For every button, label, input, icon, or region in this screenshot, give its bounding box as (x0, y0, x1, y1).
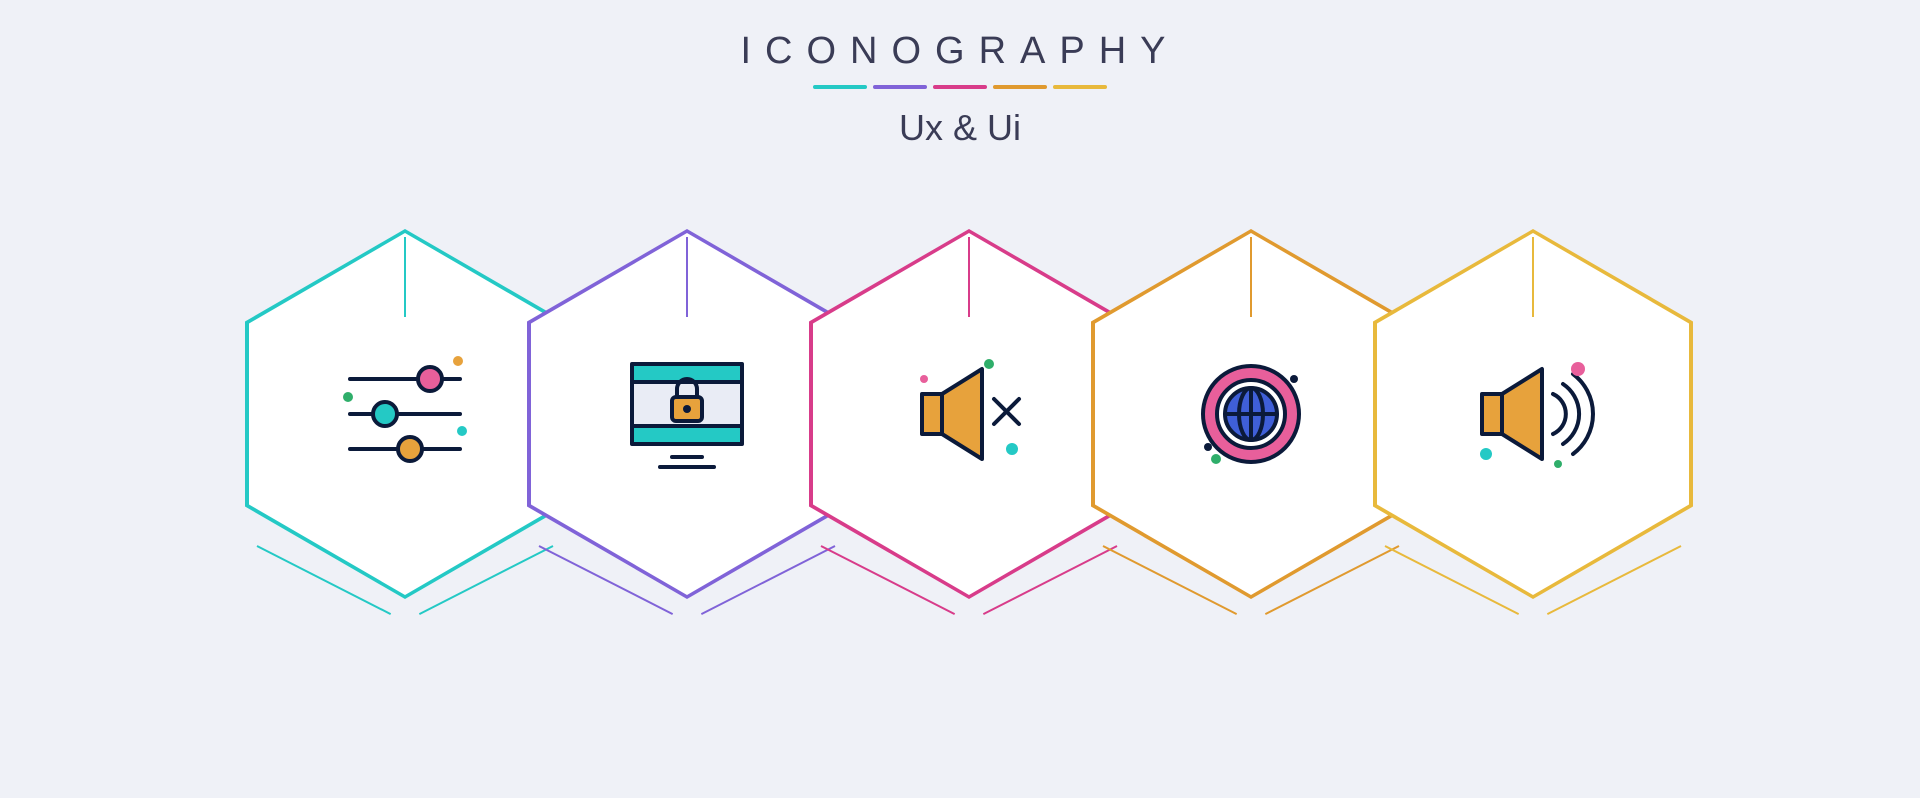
hex-globe (1091, 229, 1411, 599)
hex-speaker-sound (1373, 229, 1693, 599)
monitor-lock-icon (607, 334, 767, 494)
hex-row (245, 229, 1655, 599)
underline-seg (993, 85, 1047, 89)
underline-seg (873, 85, 927, 89)
header: ICONOGRAPHY Ux & Ui (740, 30, 1179, 149)
speaker-mute-icon (889, 334, 1049, 494)
hex-accent-line (404, 237, 406, 317)
hex-accent-line (1532, 237, 1534, 317)
hex-accent-line (1250, 237, 1252, 317)
sliders-icon (325, 334, 485, 494)
hex-monitor-lock (527, 229, 847, 599)
hex-accent-line (686, 237, 688, 317)
underline-seg (1053, 85, 1107, 89)
title-underline (740, 85, 1179, 89)
globe-icon (1171, 334, 1331, 494)
hex-accent-line (968, 237, 970, 317)
page-title: ICONOGRAPHY (740, 30, 1179, 73)
page-subtitle: Ux & Ui (740, 107, 1179, 149)
underline-seg (813, 85, 867, 89)
hex-sliders (245, 229, 565, 599)
underline-seg (933, 85, 987, 89)
speaker-sound-icon (1453, 334, 1613, 494)
hex-speaker-mute (809, 229, 1129, 599)
